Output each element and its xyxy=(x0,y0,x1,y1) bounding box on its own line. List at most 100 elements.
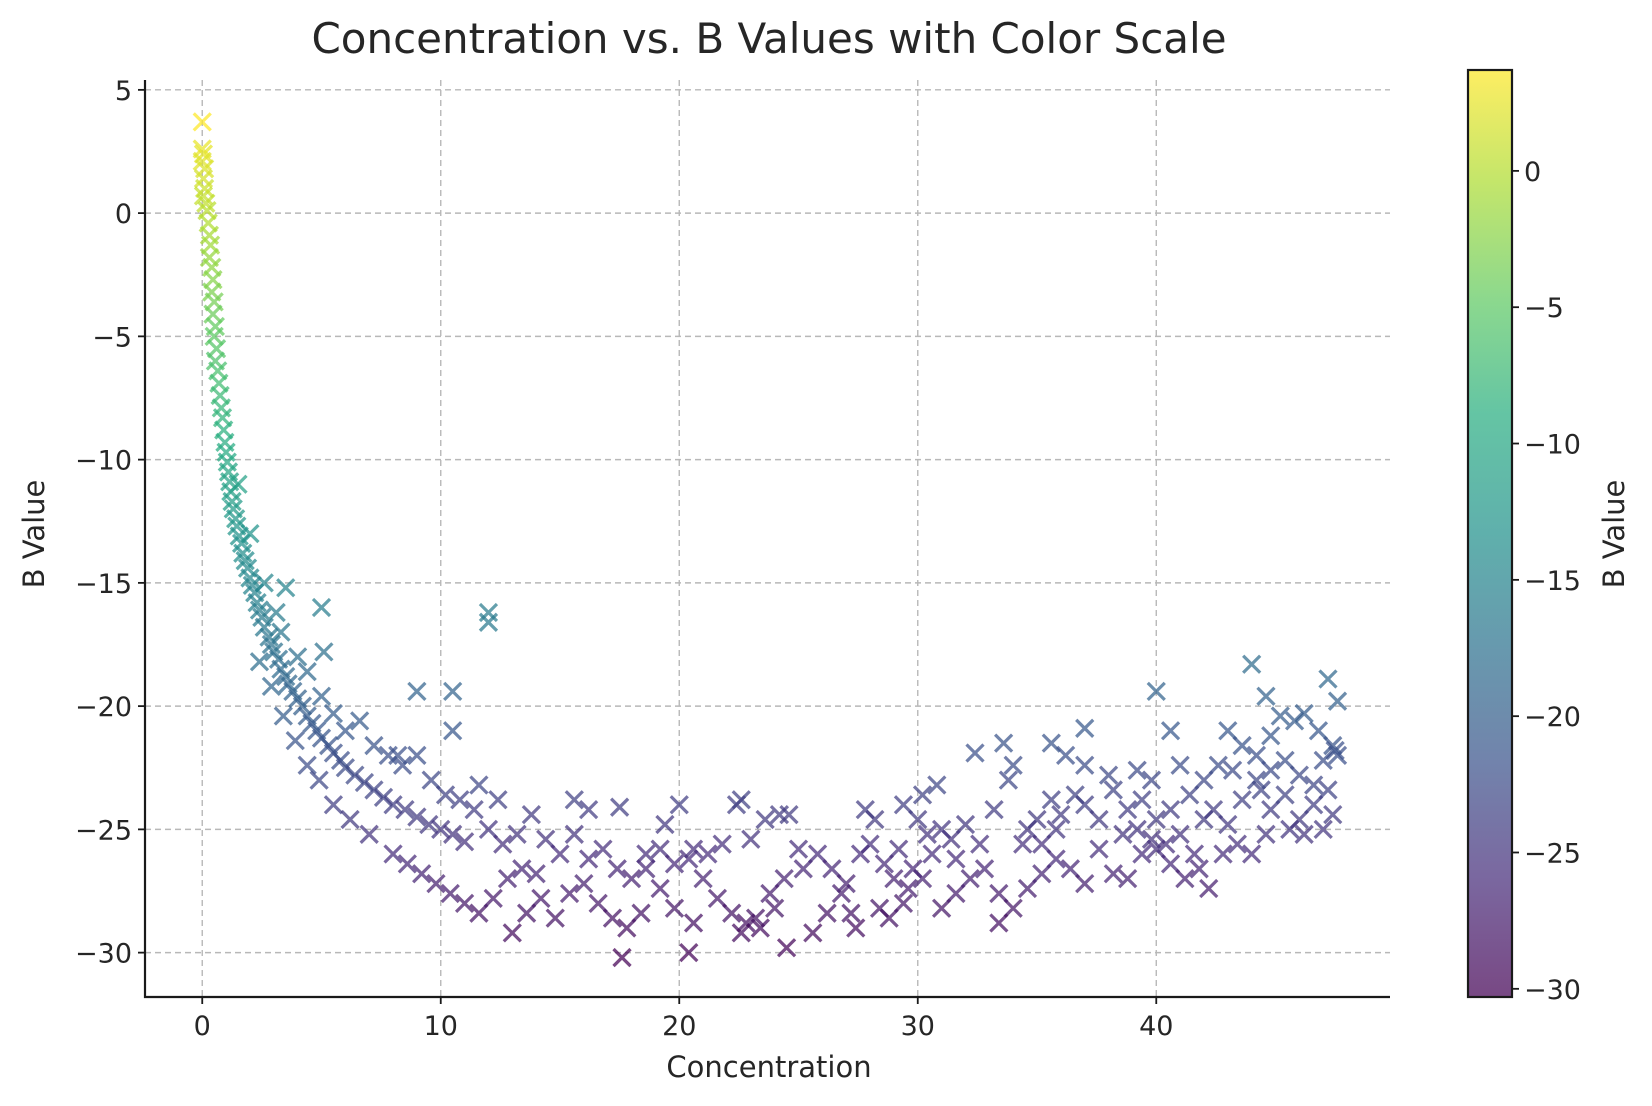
data-point-marker xyxy=(736,913,756,933)
colorbar-frame xyxy=(1466,68,1514,999)
data-point-marker xyxy=(507,824,527,844)
data-point-marker xyxy=(1032,834,1052,854)
data-point-marker xyxy=(731,790,751,810)
data-point-marker xyxy=(464,800,484,820)
data-point-marker xyxy=(1270,706,1290,726)
data-point-marker xyxy=(512,859,532,879)
data-point-marker xyxy=(1060,859,1081,879)
data-point-marker xyxy=(249,652,270,672)
data-point-marker xyxy=(497,869,518,889)
data-point-marker xyxy=(922,844,942,864)
data-point-marker xyxy=(1170,755,1190,775)
data-point-marker xyxy=(1323,804,1343,825)
data-point-marker xyxy=(536,829,556,849)
data-point-marker xyxy=(192,112,212,132)
data-point-marker xyxy=(550,844,570,864)
data-point-marker xyxy=(392,755,413,775)
data-point-marker xyxy=(650,878,670,899)
data-point-marker xyxy=(1275,785,1295,805)
data-point-marker xyxy=(1242,654,1262,674)
data-point-marker xyxy=(440,883,460,904)
data-point-marker xyxy=(898,878,918,899)
data-point-marker xyxy=(1156,834,1176,854)
data-point-marker xyxy=(1146,681,1166,701)
data-point-marker xyxy=(1051,804,1071,825)
data-point-marker xyxy=(1294,703,1314,724)
data-point-marker xyxy=(1218,814,1238,835)
data-point-marker xyxy=(1141,770,1162,790)
data-point-marker xyxy=(974,859,995,879)
data-point-marker xyxy=(228,474,248,494)
data-point-marker xyxy=(226,509,246,529)
data-point-marker xyxy=(865,809,885,830)
data-point-marker xyxy=(1013,834,1033,854)
data-point-marker xyxy=(574,873,594,894)
data-point-marker xyxy=(454,832,475,852)
data-point-marker xyxy=(1261,760,1281,780)
data-point-marker xyxy=(1132,844,1152,864)
data-point-marker xyxy=(254,617,274,637)
data-point-marker xyxy=(559,883,580,904)
data-point-marker xyxy=(488,790,508,810)
y-tick-label: 5 xyxy=(115,76,132,107)
data-point-marker xyxy=(419,814,439,835)
data-point-marker xyxy=(478,819,499,840)
data-point-marker xyxy=(1127,760,1147,780)
data-point-marker xyxy=(309,770,329,790)
data-point-marker xyxy=(664,854,685,874)
data-point-marker xyxy=(1103,780,1123,800)
data-point-marker xyxy=(323,795,344,815)
data-point-marker xyxy=(998,770,1019,790)
data-point-marker xyxy=(1113,824,1133,844)
data-point-marker xyxy=(443,721,463,741)
data-point-marker xyxy=(965,743,985,763)
data-point-marker xyxy=(621,869,642,889)
y-tick-label: −15 xyxy=(75,569,132,600)
data-point-marker xyxy=(989,883,1009,904)
grid-lines xyxy=(145,80,1390,997)
data-point-marker xyxy=(1218,721,1238,741)
data-point-marker xyxy=(1194,809,1214,830)
data-point-marker xyxy=(846,918,866,938)
data-point-marker xyxy=(1256,824,1276,844)
colorbar-tick-label: −15 xyxy=(1524,566,1581,597)
data-point-marker xyxy=(1313,750,1333,770)
data-point-marker xyxy=(323,703,344,724)
data-point-marker xyxy=(407,681,427,701)
data-point-marker xyxy=(836,873,856,894)
x-tick-label: 40 xyxy=(1139,1011,1173,1042)
data-point-marker xyxy=(693,869,713,889)
colorbar: 0 −5 −10 −15 −20 −25 −30 xyxy=(1466,68,1581,1006)
data-point-marker xyxy=(273,706,293,726)
data-point-marker xyxy=(946,883,966,904)
data-point-marker xyxy=(698,844,718,864)
data-point-marker xyxy=(292,696,313,716)
data-point-marker xyxy=(335,721,355,741)
data-point-marker xyxy=(927,775,947,795)
data-point-marker xyxy=(478,612,499,632)
data-point-marker xyxy=(1141,829,1162,849)
data-point-marker xyxy=(893,893,914,913)
data-point-marker xyxy=(383,844,403,864)
data-point-marker xyxy=(1075,873,1095,894)
data-point-marker xyxy=(1313,819,1333,840)
data-point-marker xyxy=(765,898,785,918)
data-point-marker xyxy=(1046,819,1066,840)
data-point-marker xyxy=(407,807,427,827)
colorbar-tick-label: −5 xyxy=(1524,293,1564,324)
data-point-marker xyxy=(1032,864,1052,884)
data-point-marker xyxy=(760,883,780,904)
data-point-marker xyxy=(612,947,632,968)
data-point-marker xyxy=(516,903,537,923)
data-point-marker xyxy=(609,797,630,817)
data-point-marker xyxy=(1118,800,1138,820)
data-point-marker xyxy=(636,844,656,864)
data-point-marker xyxy=(970,834,990,854)
data-point-marker xyxy=(450,790,470,810)
data-point-marker xyxy=(1175,869,1195,889)
x-tick-label: 0 xyxy=(194,1011,211,1042)
data-point-marker xyxy=(788,839,809,859)
data-points xyxy=(192,112,1348,968)
data-point-marker xyxy=(1251,780,1271,800)
